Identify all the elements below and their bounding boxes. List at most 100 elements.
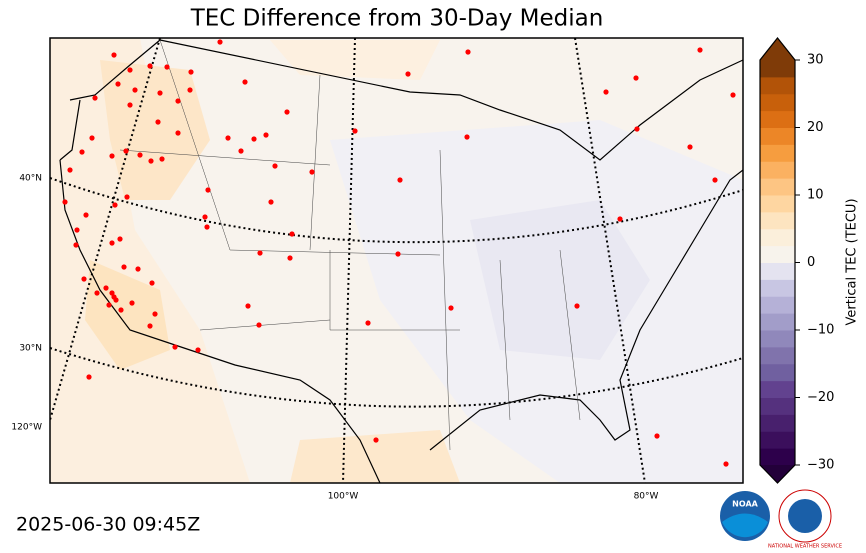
colorbar-band [760,228,795,247]
station [617,216,623,222]
station [127,67,133,73]
station [124,194,130,200]
colorbar-extend-bottom [760,465,795,483]
colorbar-band [760,313,795,331]
colorbar-band [760,144,795,162]
map [50,38,743,483]
colorbar-label: Vertical TEC (TECU) [845,198,860,325]
station [217,39,223,45]
station [257,250,263,256]
colorbar-band [760,76,795,95]
station [272,163,278,169]
positive-anomaly [50,38,250,483]
station [118,307,124,313]
station [284,109,290,115]
station [464,134,470,140]
colorbar-band [760,60,795,78]
station [202,214,208,220]
station [89,135,95,141]
station [654,433,660,439]
station [287,255,293,261]
station [256,322,262,328]
colorbar-band [760,93,795,112]
colorbar-band [760,110,795,128]
station [113,297,119,303]
station [263,132,269,138]
station [204,224,210,230]
station [395,251,401,257]
noaa-text: NOAA [732,500,758,509]
colorbar-band [760,397,795,415]
colorbar-band [760,178,795,196]
station [175,130,181,136]
station [397,177,403,183]
colorbar-tick-label: 0 [807,255,815,270]
station [633,75,639,81]
station [74,227,80,233]
station [155,119,161,125]
station [67,167,73,173]
colorbar-tick-label: −10 [807,323,834,338]
station [159,156,165,162]
station [109,290,115,296]
colorbar-band [760,127,795,145]
colorbar-band [760,380,795,398]
station [137,152,143,158]
station [352,128,358,134]
station [195,347,201,353]
colorbar-band [760,161,795,179]
station [117,236,123,242]
lat-label: 30°N [19,344,42,354]
colorbar-band [760,448,795,466]
colorbar-band [760,279,795,297]
station [121,264,127,270]
station [242,79,248,85]
station [62,199,68,205]
colorbar: −30 −20 −10 0 10 20 30 [759,37,834,484]
station [188,69,194,75]
station [149,280,155,286]
colorbar-band [760,296,795,314]
lon-label: 100°W [328,492,359,502]
station [106,302,112,308]
colorbar-tick-label: −30 [807,458,834,473]
station [148,158,154,164]
station [723,461,729,467]
colorbar-tick-label: −20 [807,390,834,405]
station [103,285,109,291]
colorbar-extend-top [760,38,795,60]
colorbar-band [760,330,795,348]
lon-label: 120°W [11,423,42,433]
station [245,303,251,309]
station [603,89,609,95]
colorbar-band [760,363,795,382]
station [268,199,274,205]
station [157,90,163,96]
colorbar-tick-label: 20 [807,120,824,135]
station [172,344,178,350]
station [405,71,411,77]
station [94,290,100,296]
station [634,126,640,132]
station [109,240,115,246]
station [225,135,231,141]
station [123,148,129,154]
positive-anomaly [100,60,210,200]
station [115,81,121,87]
station [238,148,244,154]
station [132,87,138,93]
positive-anomaly [290,430,460,483]
station [448,305,454,311]
station [175,98,181,104]
station [83,212,89,218]
station [187,87,193,93]
station [373,437,379,443]
station [697,47,703,53]
lon-label: 80°W [634,492,659,502]
station [86,374,92,380]
nws-logo: NATIONAL WEATHER SERVICE [768,489,842,550]
lat-label: 40°N [19,174,42,184]
station [574,303,580,309]
colorbar-band [760,211,795,230]
station [127,102,133,108]
